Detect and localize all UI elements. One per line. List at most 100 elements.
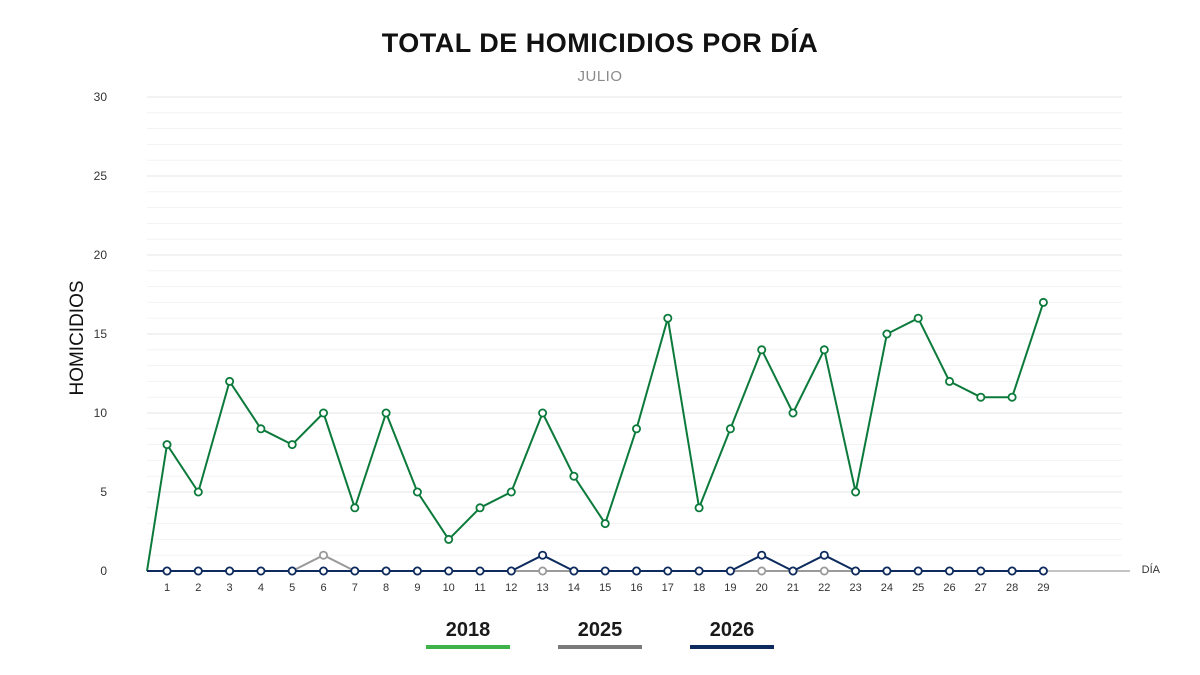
x-tick-label: 19 <box>724 582 736 594</box>
data-point-2026 <box>506 566 516 576</box>
x-tick-label: 18 <box>693 582 705 594</box>
data-point-2026 <box>475 566 485 576</box>
legend-item-2025: 2025 <box>530 618 670 649</box>
data-point-2025 <box>538 566 548 576</box>
data-point-2018 <box>538 408 548 418</box>
data-point-2026 <box>694 566 704 576</box>
data-point-2026 <box>663 566 673 576</box>
data-point-2018 <box>788 408 798 418</box>
data-point-2026 <box>882 566 892 576</box>
data-point-2025 <box>318 550 328 560</box>
x-tick-label: 27 <box>975 582 987 594</box>
data-point-2026 <box>381 566 391 576</box>
data-point-2026 <box>538 550 548 560</box>
data-point-2018 <box>663 313 673 323</box>
data-point-2018 <box>350 503 360 513</box>
data-point-2026 <box>318 566 328 576</box>
data-point-2018 <box>381 408 391 418</box>
legend-swatch-2025 <box>558 645 642 649</box>
data-point-2026 <box>788 566 798 576</box>
legend-label-2018: 2018 <box>445 619 491 641</box>
data-point-2026 <box>412 566 422 576</box>
data-point-2026 <box>1038 566 1048 576</box>
x-tick-label: 10 <box>443 582 455 594</box>
y-tick-label: 25 <box>94 169 108 183</box>
data-point-2026 <box>256 566 266 576</box>
x-axis-label: DÍA <box>1142 563 1161 576</box>
x-tick-label: 4 <box>258 582 264 594</box>
data-point-2026 <box>350 566 360 576</box>
y-tick-label: 0 <box>100 564 107 578</box>
data-point-2026 <box>162 566 172 576</box>
chart-title: TOTAL DE HOMICIDIOS POR DÍA <box>381 28 819 58</box>
data-point-2026 <box>287 566 297 576</box>
y-tick-label: 20 <box>94 248 108 262</box>
data-point-2026 <box>193 566 203 576</box>
data-point-2018 <box>162 440 172 450</box>
legend-swatch-2018 <box>426 645 510 649</box>
data-point-2026 <box>945 566 955 576</box>
grid-lines <box>147 96 1122 556</box>
y-tick-label: 10 <box>94 406 108 420</box>
x-tick-label: 28 <box>1006 582 1018 594</box>
data-point-2018 <box>632 424 642 434</box>
x-tick-label: 13 <box>536 582 548 594</box>
x-tick-label: 14 <box>568 582 580 594</box>
legend-label-2025: 2025 <box>577 619 623 641</box>
data-point-2018 <box>694 503 704 513</box>
legend-label-2026: 2026 <box>709 619 755 641</box>
y-tick-label: 5 <box>100 485 107 499</box>
data-point-2026 <box>757 550 767 560</box>
x-tick-label: 16 <box>630 582 642 594</box>
x-tick-label: 23 <box>849 582 861 594</box>
data-point-2026 <box>225 566 235 576</box>
data-point-2026 <box>1007 566 1017 576</box>
data-point-2018 <box>318 408 328 418</box>
x-tick-label: 9 <box>414 582 420 594</box>
data-point-2026 <box>725 566 735 576</box>
data-point-2025 <box>757 566 767 576</box>
x-tick-label: 25 <box>912 582 924 594</box>
x-tick-label: 22 <box>818 582 830 594</box>
data-point-2018 <box>976 392 986 402</box>
x-tick-label: 26 <box>943 582 955 594</box>
data-point-2018 <box>506 487 516 497</box>
y-axis-label: HOMICIDIOS <box>67 280 88 395</box>
legend-item-2018: 2018 <box>398 618 538 649</box>
x-tick-label: 5 <box>289 582 295 594</box>
series-lines <box>146 297 1048 576</box>
y-tick-label: 30 <box>94 90 108 104</box>
data-point-2018 <box>882 329 892 339</box>
x-tick-label: 24 <box>881 582 893 594</box>
x-tick-label: 2 <box>195 582 201 594</box>
data-point-2018 <box>287 440 297 450</box>
x-tick-label: 8 <box>383 582 389 594</box>
data-point-2026 <box>632 566 642 576</box>
data-point-2018 <box>725 424 735 434</box>
x-tick-label: 29 <box>1037 582 1049 594</box>
data-point-2018 <box>193 487 203 497</box>
data-point-2018 <box>1007 392 1017 402</box>
series-line-2018 <box>146 302 1045 572</box>
x-tick-label: 11 <box>474 582 485 594</box>
data-point-2018 <box>945 376 955 386</box>
x-tick-label: 15 <box>599 582 611 594</box>
x-tick-label: 21 <box>787 582 799 594</box>
data-point-2018 <box>913 313 923 323</box>
data-point-2026 <box>600 566 610 576</box>
data-point-2025 <box>819 566 829 576</box>
legend-item-2026: 2026 <box>662 618 802 649</box>
legend-swatch-2026 <box>690 645 774 649</box>
data-point-2026 <box>444 566 454 576</box>
data-point-2018 <box>1038 297 1048 307</box>
data-point-2026 <box>851 566 861 576</box>
x-tick-label: 20 <box>756 582 768 594</box>
x-tick-label: 12 <box>505 582 517 594</box>
data-point-2026 <box>913 566 923 576</box>
series-line-2026 <box>147 554 1044 572</box>
data-point-2018 <box>225 376 235 386</box>
data-point-2018 <box>256 424 266 434</box>
x-tick-label: 3 <box>227 582 233 594</box>
